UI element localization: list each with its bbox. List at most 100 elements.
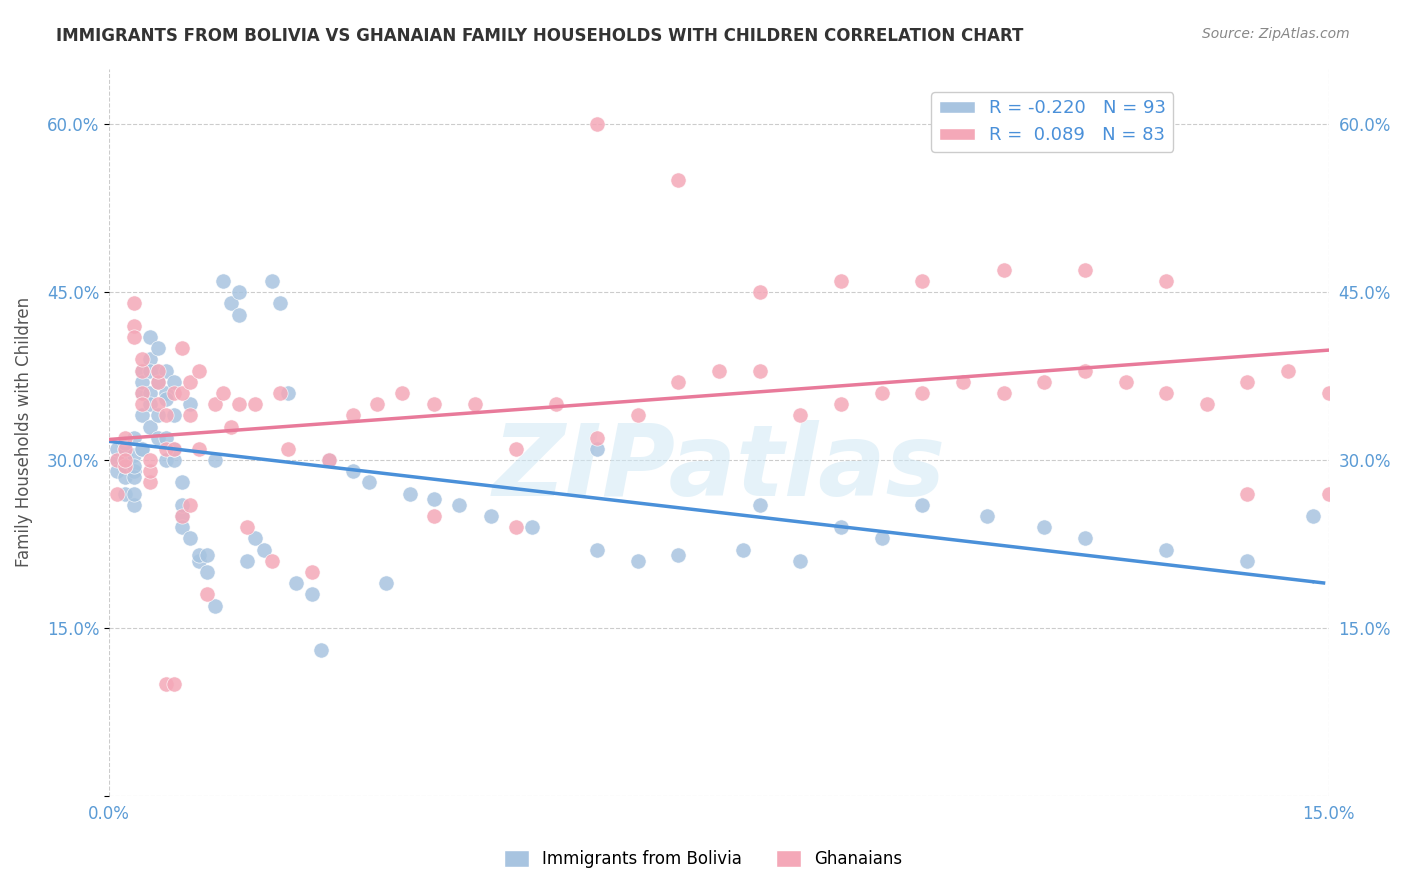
Point <box>139 464 162 478</box>
Point <box>789 554 811 568</box>
Point <box>260 554 283 568</box>
Point <box>1154 542 1177 557</box>
Point <box>114 448 136 462</box>
Point <box>195 565 218 579</box>
Point <box>155 453 177 467</box>
Point <box>122 464 145 478</box>
Point <box>1154 274 1177 288</box>
Point <box>993 263 1015 277</box>
Point <box>228 397 250 411</box>
Point <box>252 542 274 557</box>
Point <box>342 409 364 423</box>
Point <box>1236 554 1258 568</box>
Point <box>122 470 145 484</box>
Point <box>146 397 169 411</box>
Point <box>155 363 177 377</box>
Point <box>172 520 194 534</box>
Point <box>114 458 136 473</box>
Point <box>666 548 689 562</box>
Point <box>1302 509 1324 524</box>
Point <box>146 375 169 389</box>
Point <box>163 442 186 456</box>
Point <box>301 587 323 601</box>
Point <box>1033 520 1056 534</box>
Point <box>146 409 169 423</box>
Point <box>505 442 527 456</box>
Point <box>139 453 162 467</box>
Point <box>277 442 299 456</box>
Point <box>342 464 364 478</box>
Point <box>245 397 267 411</box>
Point <box>105 442 128 456</box>
Point <box>139 397 162 411</box>
Point <box>285 576 308 591</box>
Point <box>179 409 201 423</box>
Point <box>155 442 177 456</box>
Point <box>105 453 128 467</box>
Point <box>228 285 250 300</box>
Point <box>122 296 145 310</box>
Point <box>114 431 136 445</box>
Point <box>464 397 486 411</box>
Point <box>163 409 186 423</box>
Point <box>212 274 235 288</box>
Point <box>1317 486 1340 500</box>
Text: ZIPatlas: ZIPatlas <box>492 420 945 517</box>
Point <box>546 397 568 411</box>
Point <box>830 274 852 288</box>
Point <box>122 431 145 445</box>
Point <box>131 386 153 401</box>
Point <box>1236 375 1258 389</box>
Text: Source: ZipAtlas.com: Source: ZipAtlas.com <box>1202 27 1350 41</box>
Point <box>1074 263 1097 277</box>
Point <box>204 453 226 467</box>
Point <box>122 330 145 344</box>
Point <box>172 341 194 355</box>
Point <box>911 386 934 401</box>
Point <box>146 363 169 377</box>
Point <box>163 375 186 389</box>
Point <box>1195 397 1218 411</box>
Point <box>139 386 162 401</box>
Point <box>219 296 242 310</box>
Point <box>1154 386 1177 401</box>
Point <box>520 520 543 534</box>
Point <box>359 475 381 490</box>
Point <box>479 509 502 524</box>
Point <box>179 375 201 389</box>
Point <box>139 475 162 490</box>
Point <box>146 363 169 377</box>
Point <box>155 431 177 445</box>
Point <box>505 520 527 534</box>
Point <box>870 386 893 401</box>
Point <box>139 419 162 434</box>
Point <box>172 475 194 490</box>
Point <box>627 554 650 568</box>
Point <box>131 363 153 377</box>
Point <box>586 442 609 456</box>
Point <box>187 554 209 568</box>
Point <box>131 442 153 456</box>
Point <box>179 532 201 546</box>
Point <box>114 442 136 456</box>
Point <box>105 453 128 467</box>
Point <box>399 486 422 500</box>
Point <box>423 492 446 507</box>
Point <box>155 392 177 406</box>
Point <box>830 520 852 534</box>
Point <box>187 363 209 377</box>
Point <box>114 458 136 473</box>
Point <box>374 576 396 591</box>
Point <box>1074 532 1097 546</box>
Point <box>139 363 162 377</box>
Point <box>245 532 267 546</box>
Point <box>163 677 186 691</box>
Point <box>707 363 730 377</box>
Point <box>733 542 755 557</box>
Point <box>163 453 186 467</box>
Point <box>911 498 934 512</box>
Point <box>163 442 186 456</box>
Point <box>114 442 136 456</box>
Point <box>204 599 226 613</box>
Point <box>586 118 609 132</box>
